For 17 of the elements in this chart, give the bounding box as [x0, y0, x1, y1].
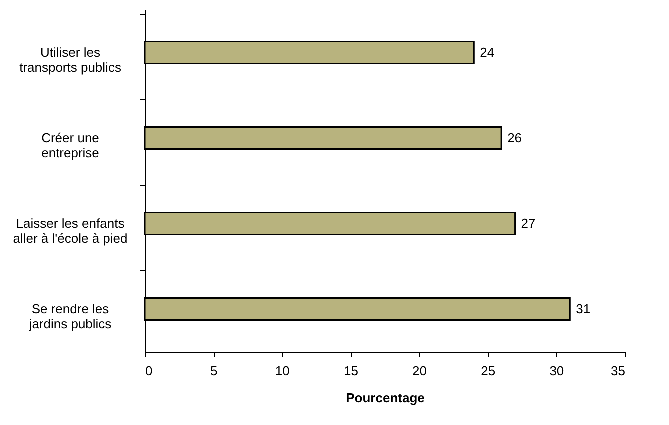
x-tick-label: 25	[481, 364, 496, 378]
y-tick-label: Se rendre les jardins publics	[28, 301, 112, 332]
x-tick-label: 30	[550, 364, 564, 378]
x-tick-label: 15	[344, 364, 358, 378]
data-label: 27	[521, 216, 536, 231]
y-tick-label: Créer une entreprise	[42, 130, 100, 160]
data-label: 26	[508, 130, 522, 146]
data-label: 24	[480, 44, 495, 60]
data-label: 31	[576, 301, 591, 316]
x-tick-label: 5	[210, 364, 218, 378]
x-tick-label: 35	[611, 364, 626, 378]
x-axis-title: Pourcentage	[346, 390, 425, 406]
x-tick-label: 20	[412, 364, 428, 378]
y-tick-label: Utiliser les transports publics	[20, 44, 122, 75]
y-tick-label: Laisser les enfants aller à l'école à pied	[13, 216, 128, 246]
x-tick-label: 10	[275, 364, 290, 378]
x-tick-label: 0	[146, 364, 153, 378]
